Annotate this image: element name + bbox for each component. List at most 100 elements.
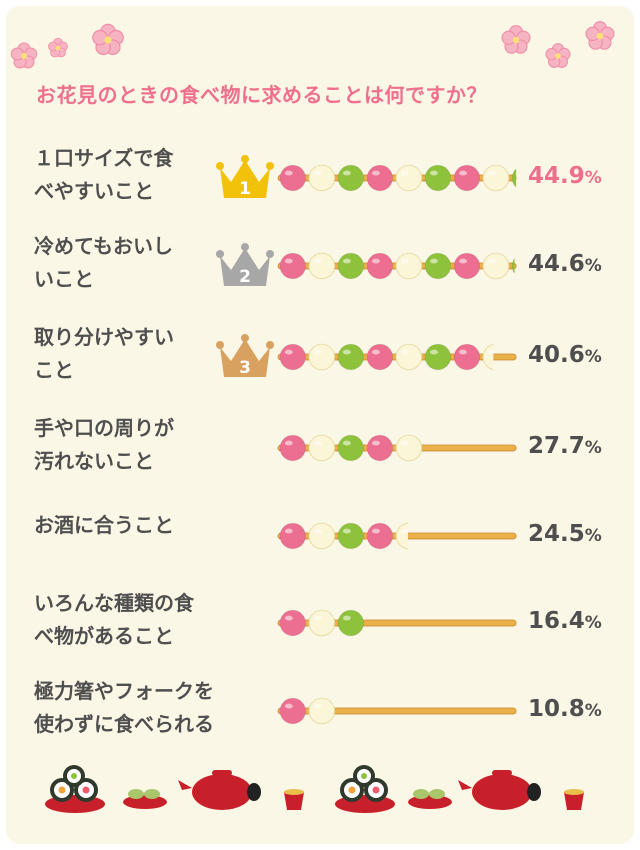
crown-rank-1-icon: 1 bbox=[216, 155, 274, 199]
dango-skewer-bar bbox=[277, 697, 517, 725]
dango-highlight bbox=[488, 349, 494, 355]
dango-highlight bbox=[342, 258, 351, 264]
dango-ball bbox=[511, 257, 515, 275]
dango-highlight bbox=[313, 349, 322, 355]
dango-highlight bbox=[401, 349, 409, 355]
dango-ball bbox=[308, 343, 336, 371]
value-unit: % bbox=[584, 168, 602, 188]
value-number: 16.4 bbox=[528, 608, 585, 634]
dango-ball bbox=[366, 434, 394, 462]
dango-ball bbox=[337, 343, 365, 371]
dango-highlight bbox=[342, 440, 351, 446]
sushi-roll-icon bbox=[335, 765, 395, 813]
value-number: 40.6 bbox=[528, 342, 585, 368]
dango-ball bbox=[337, 522, 365, 550]
value-unit: % bbox=[584, 701, 602, 721]
teapot-icon bbox=[178, 770, 261, 810]
value-label: 44.6% bbox=[528, 251, 638, 277]
category-label-line: 使わずに食べられる bbox=[34, 712, 214, 736]
dango-highlight bbox=[313, 258, 322, 264]
dango-highlight bbox=[342, 615, 351, 621]
dango-highlight bbox=[284, 258, 293, 264]
dango-skewer-bar bbox=[277, 609, 517, 637]
dango-highlight bbox=[284, 170, 293, 176]
dango-highlight bbox=[313, 528, 322, 534]
chart-row: 手や口の周りが 汚れないこと 27.7% bbox=[0, 402, 640, 492]
cherry-blossom-icon bbox=[92, 23, 124, 56]
value-label: 16.4% bbox=[528, 608, 638, 634]
dango-highlight bbox=[459, 349, 467, 355]
food-decoration-strip bbox=[45, 765, 584, 813]
dango-highlight bbox=[371, 349, 380, 355]
dango-ball bbox=[279, 697, 307, 725]
dango-ball bbox=[453, 343, 481, 371]
value-unit: % bbox=[584, 256, 602, 276]
dango-ball bbox=[279, 609, 307, 637]
dango-skewer-bar bbox=[277, 343, 517, 371]
dango-highlight bbox=[371, 170, 380, 176]
category-label: 手や口の周りが 汚れないこと bbox=[34, 412, 220, 478]
value-number: 10.8 bbox=[528, 696, 585, 722]
dango-ball bbox=[308, 252, 336, 280]
dango-ball bbox=[279, 343, 307, 371]
tea-cup-icon bbox=[564, 789, 584, 810]
category-label-line: 汚れないこと bbox=[34, 449, 154, 473]
dango-ball bbox=[482, 164, 510, 192]
value-label: 10.8% bbox=[528, 696, 638, 722]
dango-highlight bbox=[284, 703, 293, 709]
dango-ball bbox=[308, 164, 336, 192]
category-label-line: いろんな種類の食 bbox=[34, 591, 194, 615]
dango-highlight bbox=[459, 170, 467, 176]
category-label-line: べやすいこと bbox=[34, 179, 154, 203]
dango-skewer-bar bbox=[277, 434, 517, 462]
category-label: 冷めてもおいし いこと bbox=[34, 230, 220, 296]
dango-highlight bbox=[313, 703, 322, 709]
cherry-blossom-icon bbox=[10, 37, 68, 69]
chart-row: お酒に合うこと 24.5% bbox=[0, 490, 640, 580]
dango-highlight bbox=[284, 349, 293, 355]
dango-highlight bbox=[313, 170, 322, 176]
dango-highlight bbox=[342, 170, 351, 176]
dango-skewer-bar bbox=[277, 252, 517, 280]
dango-ball bbox=[366, 252, 394, 280]
skewer-stick bbox=[277, 619, 517, 627]
dango-ball bbox=[279, 252, 307, 280]
dango-highlight bbox=[342, 528, 351, 534]
dango-ball bbox=[482, 252, 510, 280]
dango-highlight bbox=[313, 615, 322, 621]
dango-skewer-bar bbox=[277, 164, 525, 192]
chart-row: １口サイズで食 べやすいこと 1 44.9% bbox=[0, 132, 640, 222]
dango-ball bbox=[337, 164, 365, 192]
category-label: 極力箸やフォークを 使わずに食べられる bbox=[34, 675, 266, 741]
crown-rank-2-icon: 2 bbox=[216, 243, 274, 287]
dango-highlight bbox=[371, 440, 380, 446]
dango-ball bbox=[511, 168, 517, 188]
dango-highlight bbox=[517, 171, 525, 176]
dango-highlight bbox=[488, 170, 496, 176]
dango-ball bbox=[308, 434, 336, 462]
dango-highlight bbox=[284, 440, 293, 446]
value-number: 44.9 bbox=[528, 163, 585, 189]
dango-ball bbox=[279, 434, 307, 462]
dango-ball bbox=[453, 164, 481, 192]
value-number: 27.7 bbox=[528, 433, 585, 459]
dango-highlight bbox=[459, 258, 467, 264]
tea-cup-icon bbox=[284, 789, 304, 810]
category-label-line: こと bbox=[34, 358, 74, 382]
dango-highlight bbox=[401, 528, 408, 534]
category-label-line: いこと bbox=[34, 267, 94, 291]
dango-highlight bbox=[342, 349, 351, 355]
dango-ball bbox=[424, 164, 452, 192]
dango-ball bbox=[395, 252, 423, 280]
dango-ball bbox=[279, 164, 307, 192]
dango-ball bbox=[366, 343, 394, 371]
category-label-line: 手や口の周りが bbox=[34, 416, 174, 440]
dango-highlight bbox=[430, 349, 438, 355]
value-label: 44.9% bbox=[528, 163, 638, 189]
value-label: 40.6% bbox=[528, 342, 638, 368]
dango-ball bbox=[424, 343, 452, 371]
sakura-mochi-icon bbox=[408, 789, 452, 809]
dango-ball bbox=[337, 252, 365, 280]
dango-ball bbox=[366, 164, 394, 192]
value-number: 44.6 bbox=[528, 251, 585, 277]
